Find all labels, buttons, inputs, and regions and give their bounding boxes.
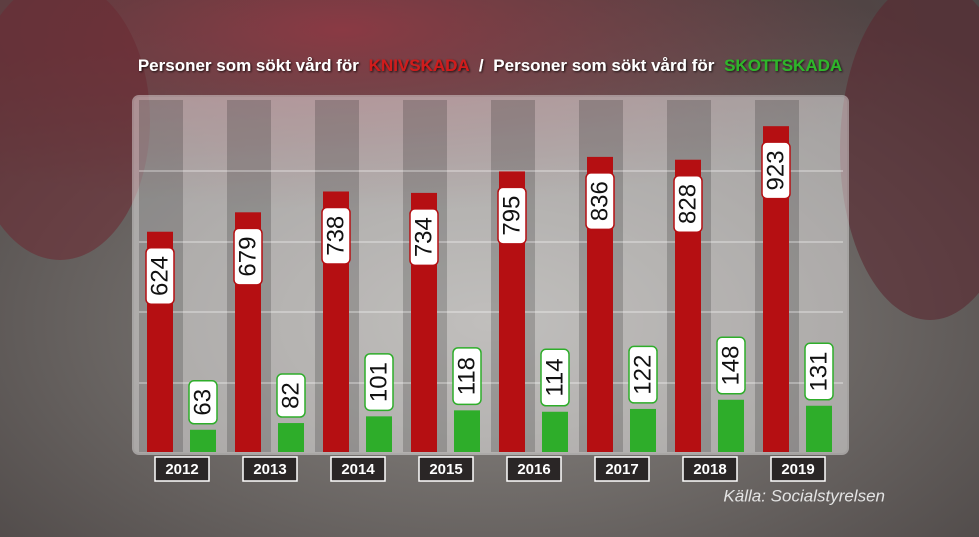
value-label-box bbox=[628, 345, 658, 404]
value-label-box bbox=[497, 186, 527, 245]
value-label-box bbox=[673, 174, 703, 233]
value-label: 795 bbox=[498, 196, 525, 236]
value-label: 828 bbox=[674, 184, 701, 224]
x-tick-box bbox=[506, 456, 562, 482]
x-tick-label: 2015 bbox=[429, 461, 462, 478]
background-stain bbox=[0, 0, 150, 260]
value-label: 82 bbox=[277, 382, 304, 409]
x-tick-box bbox=[242, 456, 298, 482]
bar bbox=[454, 410, 480, 452]
legend-entry: SKOTTSKADA bbox=[724, 56, 842, 75]
legend-prefix: Personer som sökt vård för bbox=[493, 56, 714, 75]
value-label-box bbox=[321, 206, 351, 265]
value-label-box bbox=[585, 172, 615, 231]
value-label: 624 bbox=[146, 256, 173, 296]
x-tick-box bbox=[418, 456, 474, 482]
x-tick-box bbox=[770, 456, 826, 482]
value-label-box bbox=[804, 342, 834, 401]
value-label: 738 bbox=[322, 216, 349, 256]
x-tick-box bbox=[682, 456, 738, 482]
x-tick-label: 2016 bbox=[517, 461, 550, 478]
value-label-box bbox=[452, 347, 482, 406]
value-label-box bbox=[233, 227, 263, 286]
bar bbox=[630, 408, 656, 452]
legend-prefix: Personer som sökt vård för bbox=[138, 56, 359, 75]
value-label: 122 bbox=[629, 355, 656, 395]
value-label: 118 bbox=[453, 357, 480, 395]
bar bbox=[278, 423, 304, 452]
bar bbox=[366, 416, 392, 452]
legend-separator: / bbox=[479, 56, 484, 75]
x-tick-label: 2014 bbox=[341, 461, 375, 478]
bar bbox=[190, 429, 216, 452]
bar bbox=[542, 411, 568, 452]
value-label: 734 bbox=[410, 217, 437, 257]
value-label-box bbox=[145, 246, 175, 305]
background-stain bbox=[840, 0, 979, 320]
value-label-box bbox=[409, 208, 439, 267]
value-label: 679 bbox=[234, 237, 261, 277]
x-tick-label: 2018 bbox=[693, 461, 726, 478]
value-label-box bbox=[188, 380, 218, 425]
value-label: 148 bbox=[717, 345, 744, 385]
value-label-box bbox=[716, 336, 746, 395]
value-label: 923 bbox=[762, 150, 789, 190]
x-tick-box bbox=[330, 456, 386, 482]
bar bbox=[806, 405, 832, 452]
bars: 624 63 2012 679 82 2013 738 101 2014 734 118 2015 79… bbox=[145, 126, 834, 482]
x-tick-box bbox=[154, 456, 210, 482]
value-label-box bbox=[276, 373, 306, 418]
value-label-box bbox=[761, 141, 791, 200]
value-label: 114 bbox=[541, 358, 568, 396]
value-label: 63 bbox=[189, 389, 216, 416]
legend-entry: KNIVSKADA bbox=[369, 56, 470, 75]
x-tick-label: 2013 bbox=[253, 461, 286, 478]
value-label: 131 bbox=[805, 351, 832, 391]
value-label: 836 bbox=[586, 181, 613, 221]
x-tick-label: 2019 bbox=[781, 461, 814, 478]
value-label-box bbox=[540, 348, 570, 407]
x-tick-label: 2017 bbox=[605, 461, 638, 478]
bar bbox=[718, 399, 744, 452]
x-tick-box bbox=[594, 456, 650, 482]
value-label: 101 bbox=[365, 362, 392, 402]
chart-title: Personer som sökt vård för KNIVSKADA / P… bbox=[138, 56, 842, 75]
value-label-box bbox=[364, 353, 394, 412]
x-tick-label: 2012 bbox=[165, 461, 198, 478]
source: Källa: Socialstyrelsen bbox=[723, 486, 885, 505]
